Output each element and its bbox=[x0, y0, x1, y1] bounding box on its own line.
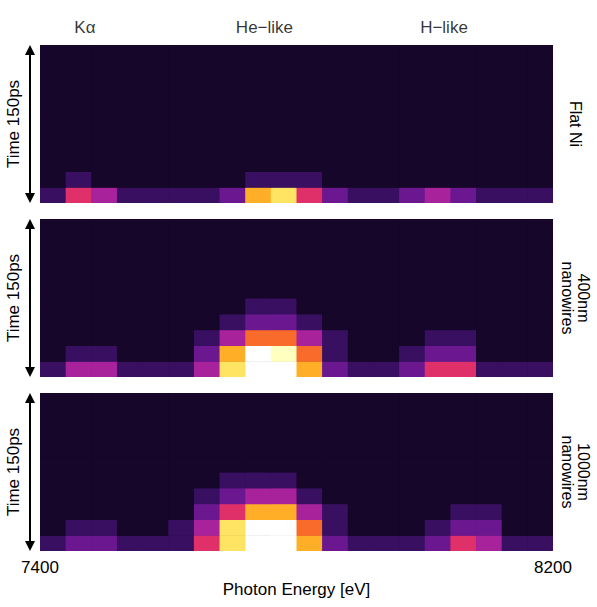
svg-text:nanowires: nanowires bbox=[559, 262, 576, 335]
svg-text:Photon Energy [eV]: Photon Energy [eV] bbox=[223, 580, 370, 599]
svg-text:Kα: Kα bbox=[74, 18, 95, 37]
svg-text:400nm: 400nm bbox=[575, 274, 592, 323]
svg-text:Time 150ps: Time 150ps bbox=[4, 428, 23, 516]
svg-text:Flat Ni: Flat Ni bbox=[567, 101, 584, 147]
svg-text:Time 150ps: Time 150ps bbox=[4, 254, 23, 342]
svg-text:7400: 7400 bbox=[21, 558, 59, 577]
svg-text:8200: 8200 bbox=[534, 558, 572, 577]
svg-text:Time 150ps: Time 150ps bbox=[4, 80, 23, 168]
svg-text:He−like: He−like bbox=[236, 18, 293, 37]
svg-text:nanowires: nanowires bbox=[559, 436, 576, 509]
svg-text:H−like: H−like bbox=[420, 18, 468, 37]
svg-text:1000nm: 1000nm bbox=[575, 443, 592, 501]
